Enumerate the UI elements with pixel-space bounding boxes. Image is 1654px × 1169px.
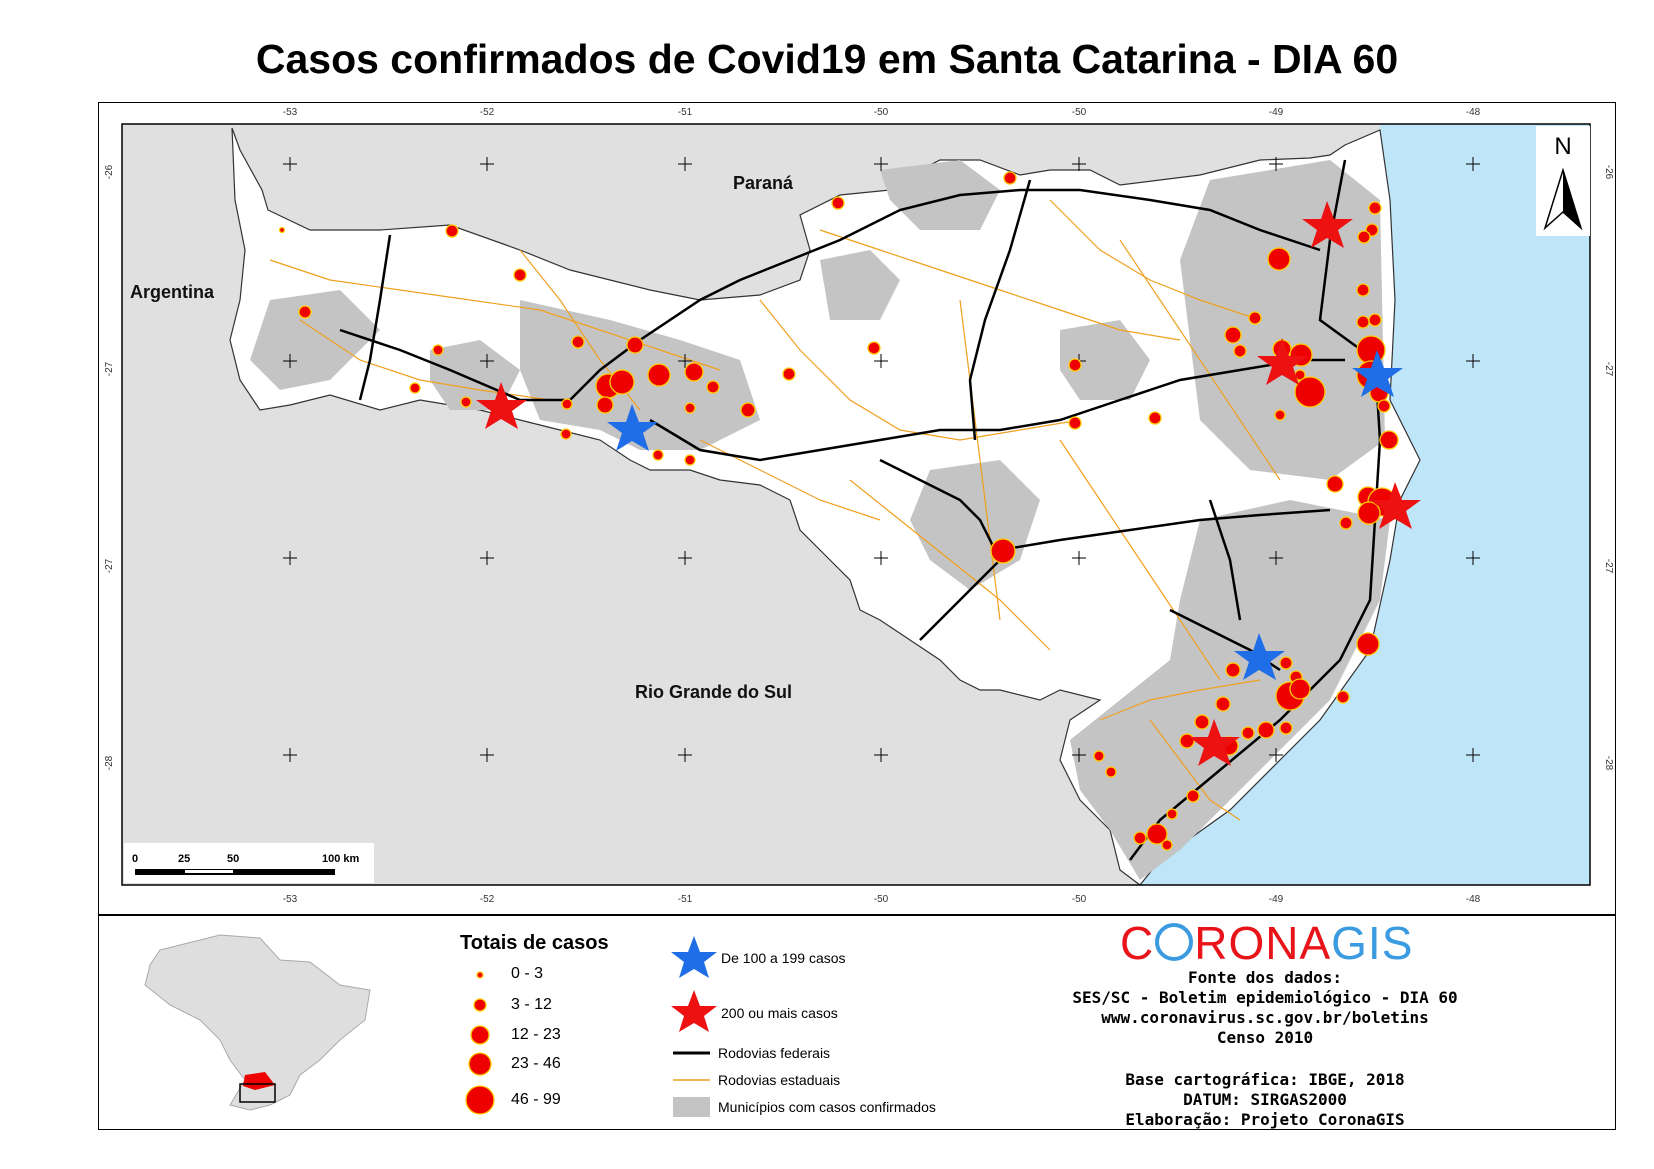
graticule <box>283 157 1480 762</box>
lon-ticks-bottom: -53 -52 -51 -50 -50 -49 -48 <box>283 894 1481 905</box>
brand-rona: RONA <box>1194 917 1332 969</box>
lat-tick: -27 <box>1603 362 1614 377</box>
coronagis-logo: C RONAGIS <box>1120 916 1413 970</box>
lon-tick: -49 <box>1269 107 1284 118</box>
star-red-4 <box>1370 482 1421 529</box>
lon-tick: -51 <box>678 894 693 905</box>
source-line-1: SES/SC - Boletim epidemiológico - DIA 60 <box>1072 988 1458 1007</box>
source-base: Base cartográfica: IBGE, 2018 <box>1125 1070 1405 1089</box>
legend-star-blue-label: De 100 a 199 casos <box>721 950 846 966</box>
state-roads <box>269 199 1281 821</box>
legend-municipalities-label: Municípios com casos confirmados <box>718 1099 936 1115</box>
legend-frame <box>98 914 1616 1130</box>
label-parana: Paraná <box>733 173 794 193</box>
lon-tick: -53 <box>283 107 298 118</box>
federal-roads <box>339 159 1382 861</box>
lon-tick: -51 <box>678 107 693 118</box>
lon-tick: -50 <box>874 894 889 905</box>
lat-tick: -26 <box>1603 165 1614 180</box>
legend-class-5: 46 - 99 <box>511 1091 561 1108</box>
lat-tick: -28 <box>104 755 115 770</box>
source-credit: Elaboração: Projeto CoronaGIS <box>1125 1110 1405 1129</box>
star-red-2 <box>1302 201 1353 248</box>
legend-star-red-icon <box>671 990 717 1032</box>
lat-tick: -27 <box>104 558 115 573</box>
lat-tick: -27 <box>104 361 115 376</box>
lat-tick: -27 <box>1603 559 1614 574</box>
legend-federal-roads-label: Rodovias federais <box>718 1045 831 1061</box>
source-heading: Fonte dos dados: <box>1187 968 1343 987</box>
source-datum: DATUM: SIRGAS2000 <box>1183 1090 1347 1109</box>
scale-25: 25 <box>178 853 190 865</box>
legend-symbols <box>465 971 495 1115</box>
north-arrow: N <box>1536 126 1590 236</box>
legend-municipality-icon <box>673 1097 710 1117</box>
lon-ticks-top: -53 -52 -51 -50 -50 -49 -48 <box>283 107 1481 118</box>
star-blue-2 <box>1234 633 1285 680</box>
ocean <box>1140 124 1590 885</box>
star-red-1 <box>476 382 527 429</box>
scale-100: 100 km <box>322 853 360 865</box>
legend-star-red-label: 200 ou mais casos <box>721 1005 838 1021</box>
page-title: Casos confirmados de Covid19 em Santa Ca… <box>255 36 1399 82</box>
legend-class-4: 23 - 46 <box>511 1055 561 1072</box>
lat-tick: -28 <box>1603 756 1614 771</box>
source-line-3: Censo 2010 <box>1216 1028 1314 1047</box>
lon-tick: -48 <box>1466 894 1481 905</box>
lat-ticks-left: -26 -27 -27 -28 <box>104 164 115 770</box>
map-frame <box>98 102 1616 916</box>
scale-0: 0 <box>132 853 138 865</box>
lon-tick: -52 <box>480 107 495 118</box>
lat-ticks-right: -26 -27 -27 -28 <box>1603 165 1614 771</box>
lon-tick: -53 <box>283 894 298 905</box>
map-canvas <box>121 123 1591 886</box>
star-red-3 <box>1257 338 1308 385</box>
source-line-2: www.coronavirus.sc.gov.br/boletins <box>1101 1008 1429 1027</box>
brazil-inset-map <box>144 934 371 1111</box>
legend-star-blue-icon <box>671 936 717 978</box>
legend-state-roads-label: Rodovias estaduais <box>718 1072 841 1088</box>
lat-tick: -26 <box>104 164 115 179</box>
star-red-5 <box>1189 719 1240 766</box>
legend-class-3: 12 - 23 <box>511 1026 561 1043</box>
legend-title: Totais de casos <box>460 932 609 954</box>
lon-tick: -52 <box>480 894 495 905</box>
lon-tick: -48 <box>1466 107 1481 118</box>
north-label: N <box>1554 133 1571 160</box>
label-rio-grande-do-sul: Rio Grande do Sul <box>635 682 792 702</box>
globe-icon <box>1155 923 1194 961</box>
lon-tick: -50 <box>1072 894 1087 905</box>
star-markers <box>476 201 1421 766</box>
lon-tick: -50 <box>874 107 889 118</box>
label-argentina: Argentina <box>130 282 215 302</box>
brand-gis: GIS <box>1331 917 1414 969</box>
star-blue-3 <box>1352 350 1403 397</box>
scale-50: 50 <box>227 853 239 865</box>
star-blue-1 <box>607 404 658 451</box>
brand-c: C <box>1120 917 1155 969</box>
legend-class-2: 3 - 12 <box>511 996 552 1013</box>
inner-frame <box>121 123 1591 886</box>
legend-class-1: 0 - 3 <box>511 965 544 982</box>
scale-bar: 0 25 50 100 km <box>124 843 374 883</box>
lon-tick: -50 <box>1072 107 1087 118</box>
lon-tick: -49 <box>1269 894 1284 905</box>
